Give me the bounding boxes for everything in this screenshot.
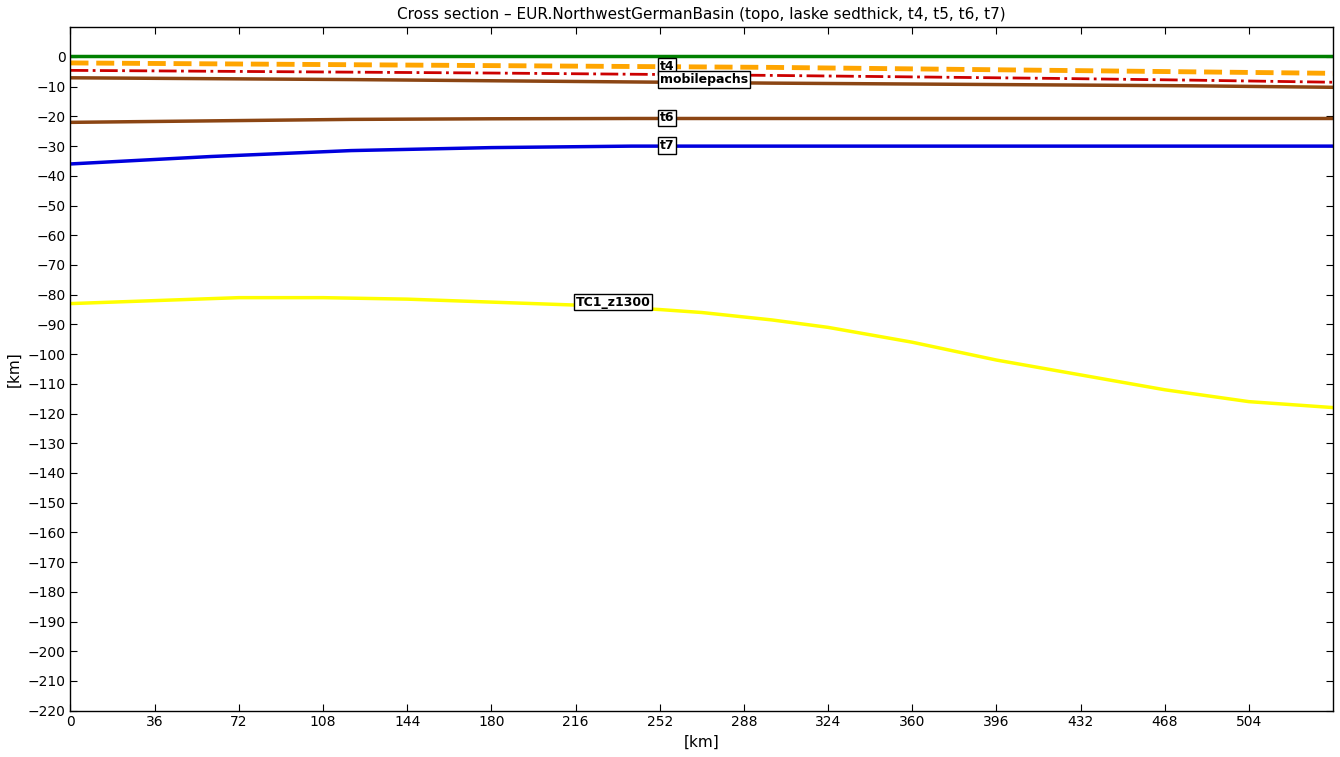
Text: mobilepachs: mobilepachs <box>659 73 748 86</box>
Title: Cross section – EUR.NorthwestGermanBasin (topo, laske sedthick, t4, t5, t6, t7): Cross section – EUR.NorthwestGermanBasin… <box>398 7 1006 22</box>
Text: t4: t4 <box>659 60 674 73</box>
Text: t7: t7 <box>659 139 674 152</box>
X-axis label: [km]: [km] <box>683 735 720 750</box>
Y-axis label: [km]: [km] <box>7 351 21 387</box>
Text: t6: t6 <box>659 111 674 124</box>
Text: TC1_z1300: TC1_z1300 <box>575 295 650 309</box>
